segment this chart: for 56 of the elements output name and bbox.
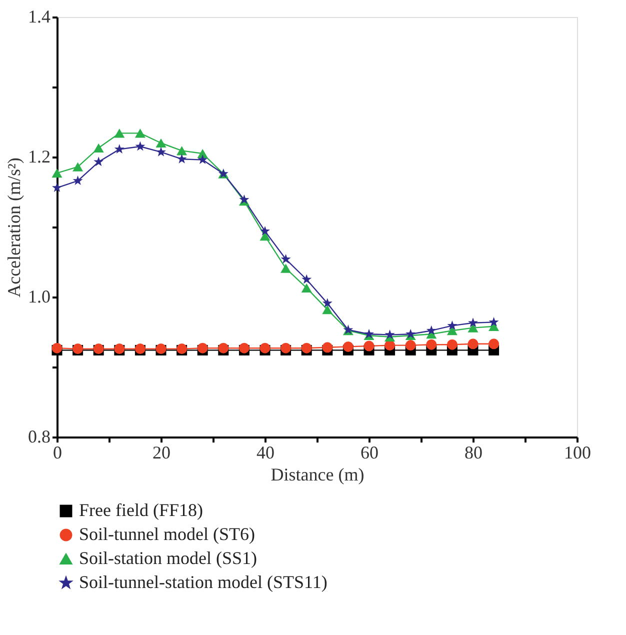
legend-label: Soil-tunnel model (ST6) [79,524,255,544]
point [280,264,292,273]
x-tick-label: 0 [53,442,62,462]
point [197,148,208,158]
point [446,326,458,336]
x-tick-label: 80 [464,442,482,462]
point [156,146,166,156]
point [198,154,208,164]
x-tick-label: 40 [256,442,274,462]
point [426,325,436,335]
point [156,138,166,148]
point [260,226,270,236]
point [364,340,374,352]
legend-label: Soil-station model (SS1) [79,548,258,568]
legend-label: Free field (FF18) [79,500,203,520]
point [301,283,312,292]
point [135,141,146,151]
point [93,143,104,152]
point [239,194,250,204]
point [468,338,478,350]
point [72,176,83,186]
legend-label: Soil-tunnel-station model (STS11) [79,572,328,592]
point [72,162,84,172]
x-tick-label: 100 [564,442,591,462]
point [488,316,499,326]
point [322,298,332,308]
point [176,146,188,156]
point [322,342,333,353]
point [342,341,354,352]
point [426,339,437,350]
point [384,330,395,340]
point [405,340,416,351]
y-tick-label: 0.8 [28,426,50,446]
y-tick-label: 1.0 [28,286,50,306]
y-axis-title: Acceleration (m/s²) [4,158,24,298]
point [447,320,458,330]
point [322,305,333,314]
point [114,144,124,154]
point [468,318,478,328]
point [114,128,125,138]
point [176,154,187,164]
y-tick-label: 1.4 [28,6,50,26]
point [134,128,146,138]
point [280,254,291,264]
point [488,338,500,350]
point [384,340,396,351]
point [446,339,458,350]
x-tick-label: 20 [152,442,170,462]
point [260,232,270,241]
x-axis-title: Distance (m) [270,464,364,484]
point [52,168,62,178]
point [52,182,62,192]
y-tick-label: 1.2 [28,146,50,166]
point [94,156,104,166]
point [302,274,312,284]
x-tick-label: 60 [360,442,378,462]
